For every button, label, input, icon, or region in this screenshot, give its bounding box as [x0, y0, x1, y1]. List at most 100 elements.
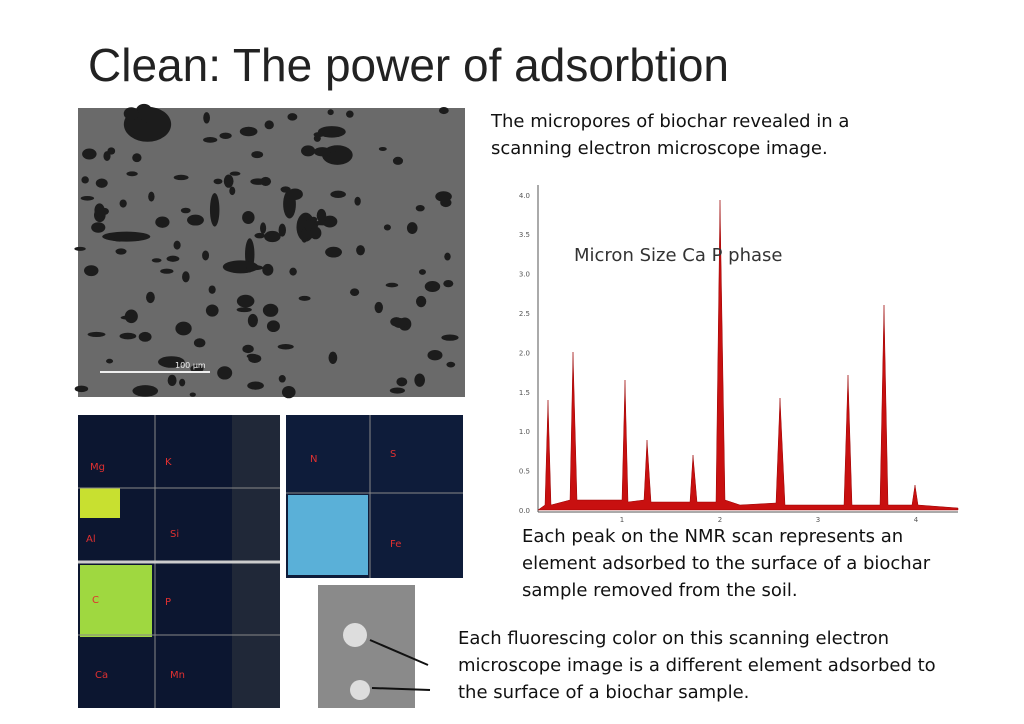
pore: [115, 248, 127, 255]
pore: [74, 246, 86, 251]
pore: [383, 224, 391, 231]
element-label: C: [92, 595, 99, 606]
pore: [354, 196, 361, 206]
pore: [262, 303, 279, 317]
pore: [314, 220, 331, 226]
pore: [167, 374, 177, 386]
x-tick-label: 1: [620, 516, 624, 524]
pore: [209, 192, 220, 227]
element-label: N: [310, 454, 317, 465]
caption: Each fluorescing color on this scanning …: [458, 628, 936, 703]
element-label: Ca: [95, 670, 108, 681]
pore: [418, 269, 426, 275]
pore: [203, 112, 210, 124]
pore: [260, 222, 267, 234]
pore: [280, 186, 291, 193]
pore: [264, 230, 281, 243]
pore: [103, 151, 111, 161]
pore: [208, 285, 216, 294]
pore: [246, 353, 258, 359]
pore: [313, 147, 331, 157]
pore: [158, 356, 185, 368]
pore: [229, 171, 241, 176]
pore: [242, 210, 255, 225]
pore: [250, 178, 266, 185]
pore: [173, 174, 189, 181]
pore: [317, 126, 346, 138]
pore: [435, 191, 452, 202]
pore: [148, 191, 155, 202]
element-label: S: [390, 449, 396, 460]
pore: [236, 307, 252, 313]
pore: [374, 301, 383, 314]
pore: [189, 392, 196, 397]
pore: [151, 258, 162, 263]
pore: [179, 378, 186, 387]
scale-bar-label: 100 µm: [175, 361, 206, 370]
pore: [346, 110, 354, 118]
pore: [123, 107, 139, 120]
y-tick-label: 1.5: [519, 389, 530, 397]
pore: [205, 304, 219, 317]
pore: [389, 387, 405, 394]
pore: [146, 291, 155, 304]
pore: [301, 145, 316, 157]
pore: [246, 260, 253, 273]
pore: [310, 216, 318, 223]
pore: [94, 203, 105, 218]
y-tick-label: 0.5: [519, 468, 530, 476]
y-tick-label: 1.0: [519, 428, 530, 436]
element-label: Al: [86, 534, 96, 545]
pore: [193, 338, 206, 348]
pore: [415, 204, 425, 212]
pore: [266, 320, 280, 333]
pore: [289, 267, 297, 276]
pore: [349, 288, 360, 296]
pore: [187, 214, 204, 226]
pore: [309, 226, 322, 240]
pore: [190, 364, 204, 373]
pore: [300, 228, 308, 243]
sem-image: 100 µm: [74, 103, 465, 399]
pore: [278, 223, 286, 237]
pore: [141, 118, 149, 123]
pore: [80, 195, 95, 201]
pore: [287, 113, 298, 121]
y-tick-label: 4.0: [519, 192, 530, 200]
pore: [385, 282, 399, 288]
pore: [138, 331, 152, 342]
pore: [330, 190, 346, 199]
spectrum-image: 0.0 0.5 1.0 1.5 2.0 2.5 3.0 3.5 4.0 1 2 3 4 Micron S…: [505, 182, 960, 524]
pore: [443, 279, 454, 288]
element-label: Fe: [390, 539, 401, 550]
caption: Each peak on the NMR scan represents an …: [522, 526, 931, 601]
pore: [247, 381, 264, 390]
pore: [287, 188, 303, 200]
pore: [313, 134, 321, 142]
pore: [239, 126, 258, 137]
pore: [182, 271, 190, 283]
pore: [229, 186, 236, 196]
pore: [262, 263, 274, 276]
slide-title: Clean: The power of adsorbtion: [88, 39, 729, 91]
pore: [444, 252, 451, 261]
pore: [392, 317, 408, 328]
pore: [166, 255, 180, 262]
pore: [87, 331, 106, 337]
pore: [124, 309, 138, 324]
pore: [219, 132, 232, 139]
spectrum-trace: [537, 199, 959, 511]
pore: [203, 136, 218, 143]
element-label: P: [165, 597, 171, 608]
pore: [111, 236, 128, 242]
pore: [81, 176, 89, 184]
y-tick-label: 0.0: [519, 507, 530, 515]
y-tick-label: 3.5: [519, 231, 530, 239]
x-tick-label: 3: [816, 516, 820, 524]
pore: [213, 178, 223, 185]
pore: [281, 385, 296, 399]
pore: [356, 245, 365, 256]
x-tick-label: 2: [718, 516, 722, 524]
spectrum-title: Micron Size Ca P phase: [574, 245, 782, 266]
